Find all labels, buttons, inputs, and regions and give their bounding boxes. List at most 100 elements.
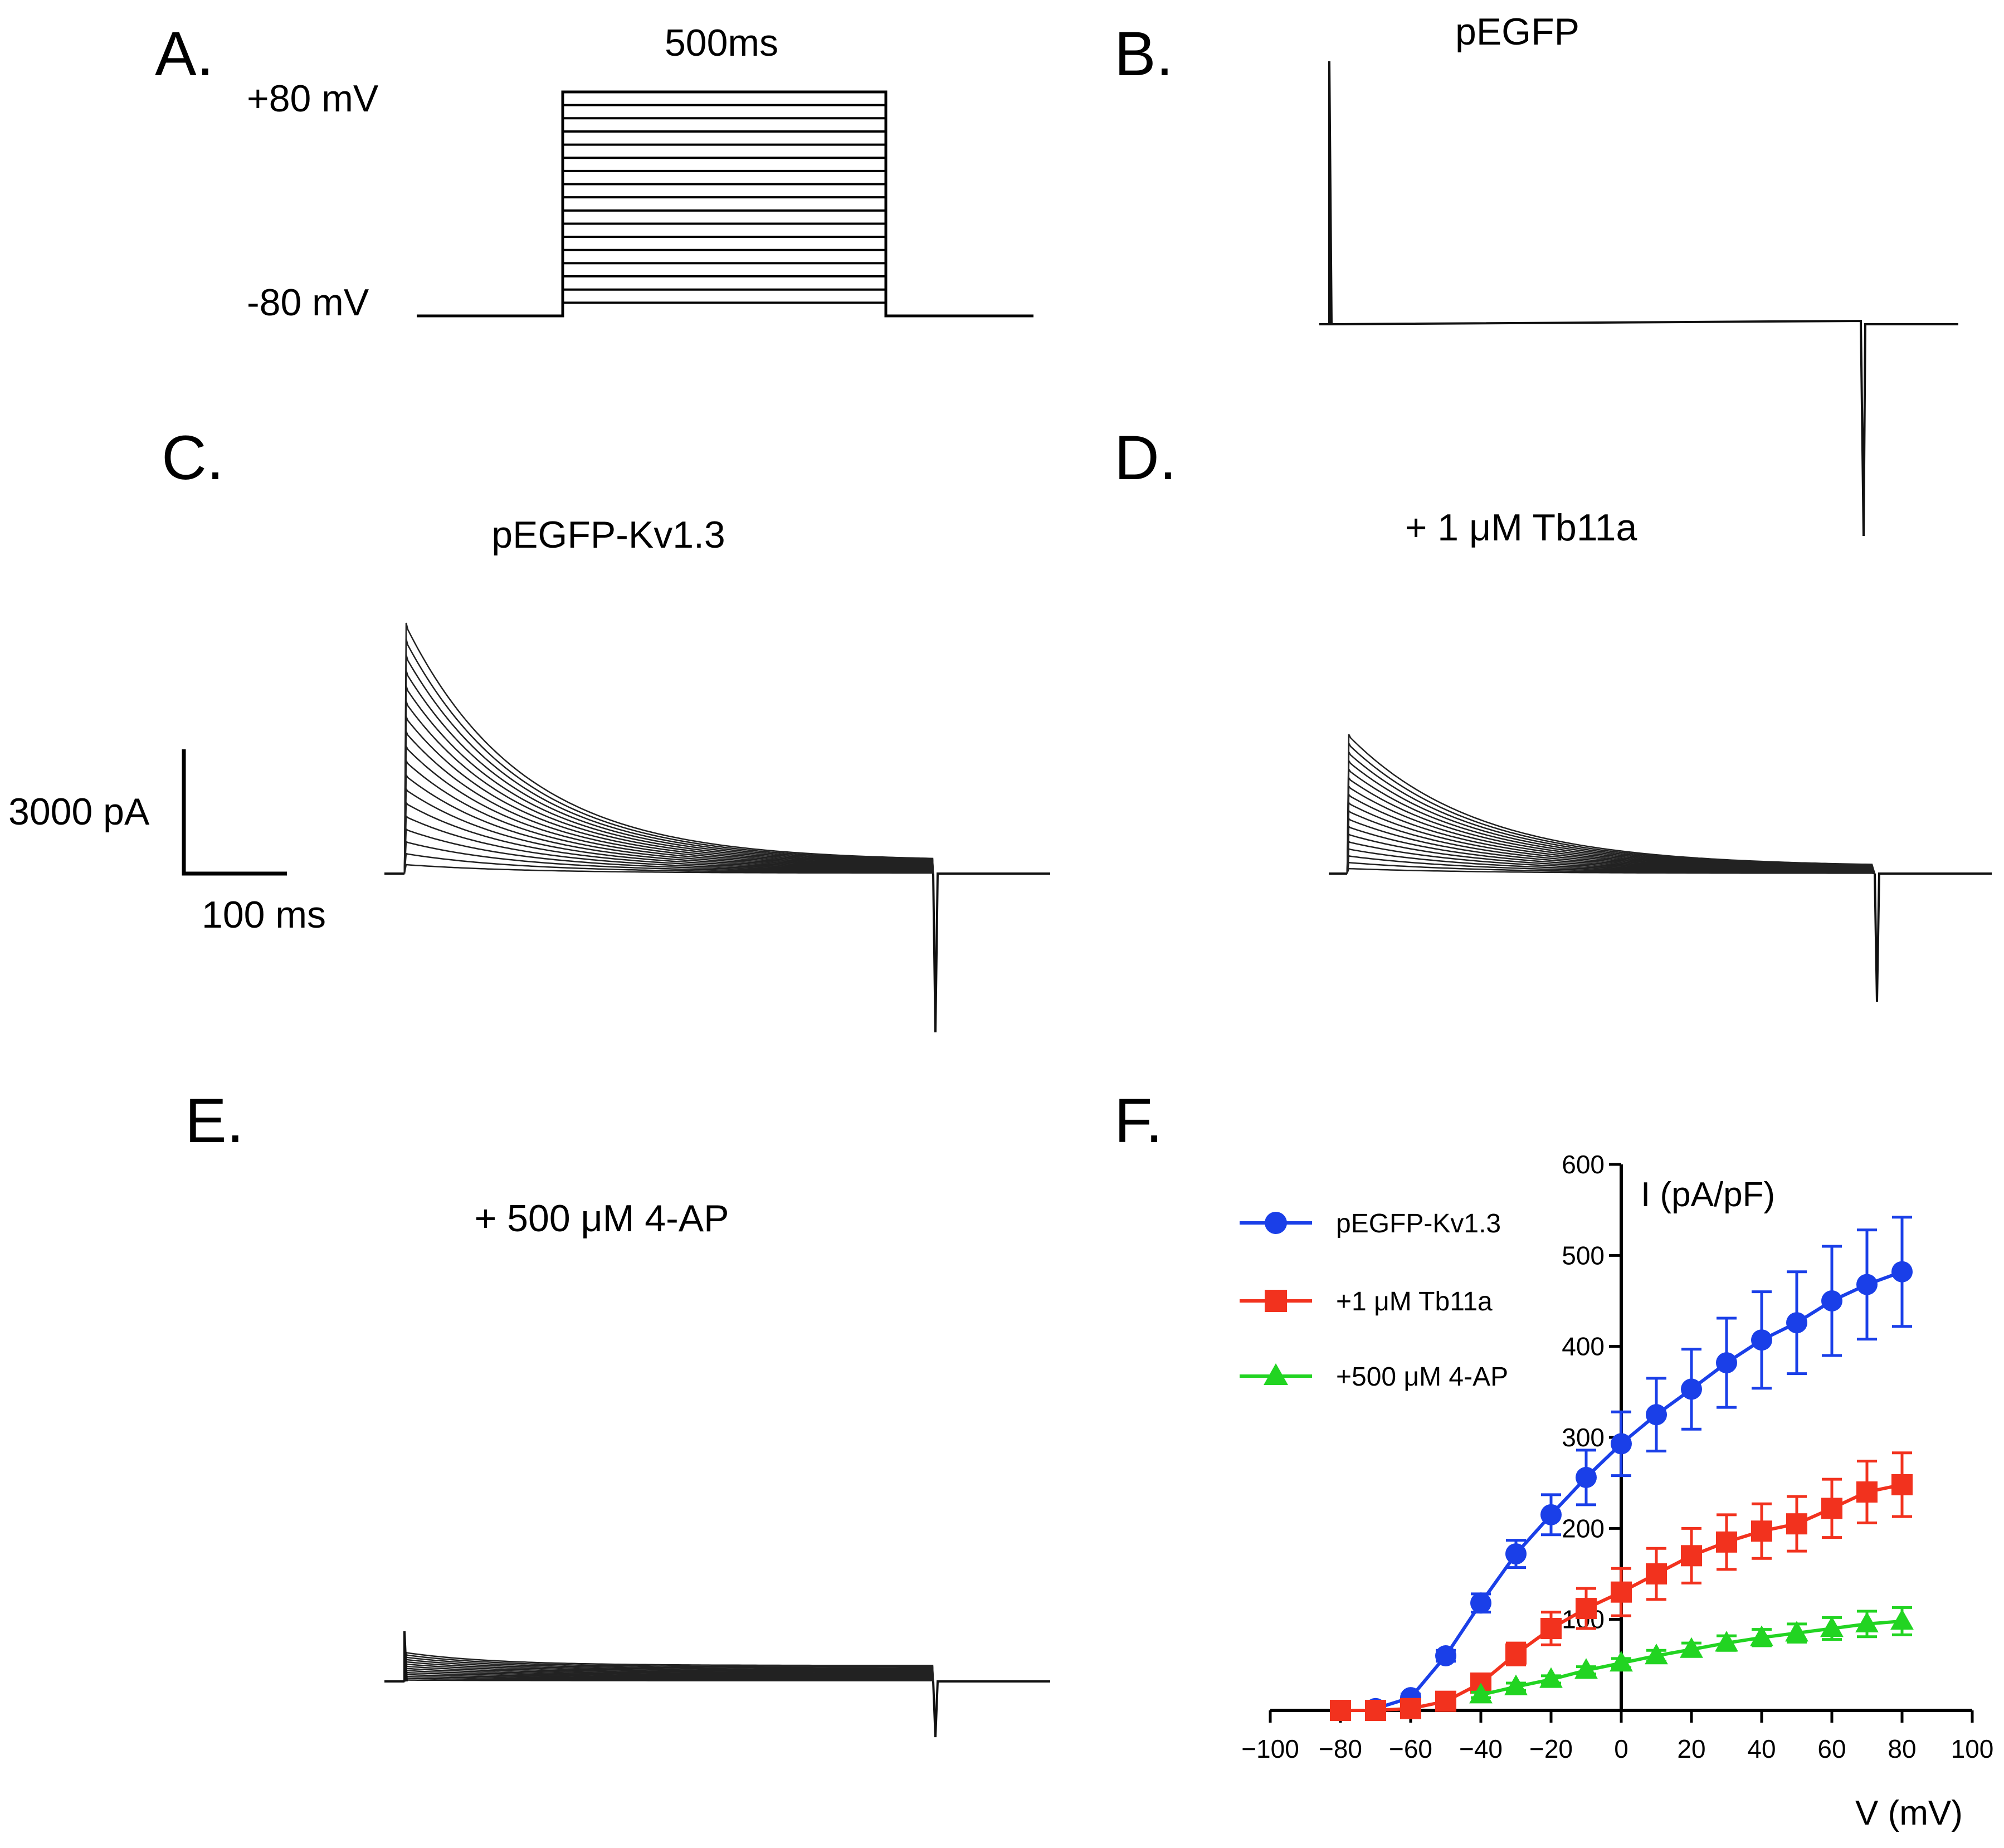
current-sweep bbox=[403, 716, 934, 874]
current-sweep bbox=[403, 701, 934, 874]
iv-chart: −100 −80 −60 −40 −20 0 20 40 60 80 100100200300400… bbox=[1240, 1150, 1993, 1832]
data-point bbox=[1265, 1290, 1287, 1312]
panel-b-title: pEGFP bbox=[1455, 11, 1579, 53]
kv13-current-traces bbox=[384, 622, 1050, 1033]
data-point bbox=[1856, 1481, 1878, 1503]
current-sweep bbox=[403, 864, 934, 874]
scale-bar-time-label: 100 ms bbox=[202, 894, 326, 936]
panel-a-label: A. bbox=[155, 19, 214, 89]
current-sweep bbox=[404, 1679, 934, 1682]
data-point bbox=[1330, 1700, 1351, 1721]
capacitive-transient bbox=[403, 1631, 408, 1682]
legend-label: pEGFP-Kv1.3 bbox=[1336, 1209, 1501, 1238]
data-point bbox=[1576, 1598, 1597, 1620]
data-point bbox=[1539, 1667, 1563, 1688]
tb11a-current-traces bbox=[1329, 734, 1992, 1002]
legend-item: pEGFP-Kv1.3 bbox=[1240, 1209, 1501, 1238]
current-sweep bbox=[403, 1669, 934, 1682]
data-point bbox=[1786, 1513, 1807, 1535]
iv-series bbox=[1330, 1216, 1914, 1721]
data-point bbox=[1469, 1683, 1493, 1704]
x-tick-label: 20 bbox=[1677, 1734, 1705, 1763]
data-point bbox=[1435, 1645, 1456, 1666]
data-point bbox=[1855, 1611, 1879, 1633]
data-point bbox=[1576, 1466, 1597, 1488]
x-tick-label: −40 bbox=[1459, 1734, 1503, 1763]
current-sweep bbox=[403, 815, 934, 874]
panel-f: F. −100 −80 −60 −40 −20 0 20 40 60 80 100100200300… bbox=[1114, 1086, 1993, 1832]
data-point bbox=[1891, 1474, 1913, 1495]
y-tick-label: 200 bbox=[1562, 1514, 1605, 1543]
data-point bbox=[1751, 1329, 1772, 1351]
legend-item: +1 μM Tb11a bbox=[1240, 1287, 1493, 1316]
current-sweep bbox=[403, 1675, 934, 1682]
panel-d-label: D. bbox=[1114, 423, 1177, 493]
iv-axes: −100 −80 −60 −40 −20 0 20 40 60 80 100100200300400… bbox=[1241, 1150, 1993, 1763]
current-sweep bbox=[403, 801, 934, 874]
data-point bbox=[1435, 1690, 1456, 1712]
scale-bar-current-label: 3000 pA bbox=[8, 791, 150, 833]
current-sweep bbox=[403, 1661, 934, 1682]
data-point bbox=[1611, 1581, 1632, 1603]
data-point bbox=[1715, 1631, 1738, 1652]
data-point bbox=[1821, 1498, 1842, 1519]
panel-b: B. pEGFP bbox=[1114, 11, 1958, 537]
data-point bbox=[1891, 1261, 1913, 1283]
legend-label: +500 μM 4-AP bbox=[1336, 1362, 1508, 1392]
data-point bbox=[1611, 1433, 1632, 1455]
data-point bbox=[1856, 1274, 1878, 1295]
y-tick-label: 600 bbox=[1562, 1150, 1605, 1179]
4ap-current-traces bbox=[384, 1631, 1050, 1738]
protocol-top-voltage: +80 mV bbox=[247, 77, 379, 120]
panel-e: E. + 500 μM 4-AP bbox=[185, 1086, 1050, 1738]
current-sweep bbox=[403, 670, 934, 874]
protocol-duration-label: 500ms bbox=[665, 22, 778, 64]
tail-current bbox=[1874, 872, 1992, 1002]
x-tick-label: −100 bbox=[1241, 1734, 1299, 1763]
x-tick-label: 0 bbox=[1614, 1734, 1628, 1763]
series-circle bbox=[1365, 1216, 1913, 1719]
protocol-outline bbox=[417, 90, 1033, 318]
pegfp-current-trace bbox=[1319, 61, 1958, 537]
data-point bbox=[1750, 1625, 1773, 1646]
panel-b-label: B. bbox=[1114, 19, 1173, 89]
legend: pEGFP-Kv1.3 +1 μM Tb11a +500 μM 4-AP bbox=[1240, 1209, 1508, 1392]
current-sweep bbox=[403, 772, 934, 874]
data-point bbox=[1751, 1520, 1772, 1542]
tail-current bbox=[932, 872, 1050, 1033]
y-tick-label: 400 bbox=[1562, 1332, 1605, 1361]
x-axis-label: V (mV) bbox=[1855, 1794, 1963, 1832]
protocol-bottom-voltage: -80 mV bbox=[247, 281, 369, 324]
current-sweep bbox=[403, 1654, 934, 1682]
panel-c: C. pEGFP-Kv1.3 3000 pA 100 ms bbox=[8, 423, 1050, 1033]
x-tick-label: 80 bbox=[1888, 1734, 1916, 1763]
data-point bbox=[1716, 1352, 1737, 1374]
data-point bbox=[1716, 1531, 1737, 1553]
data-point bbox=[1504, 1674, 1528, 1695]
voltage-steps bbox=[417, 90, 1033, 318]
current-sweep bbox=[403, 1667, 934, 1682]
current-sweep bbox=[403, 758, 934, 874]
data-point bbox=[1646, 1404, 1667, 1426]
current-sweep bbox=[403, 731, 934, 874]
data-point bbox=[1505, 1643, 1527, 1665]
current-sweep bbox=[403, 622, 934, 874]
current-sweep bbox=[403, 852, 934, 874]
panel-d: D. + 1 μM Tb11a bbox=[1114, 423, 1992, 1002]
data-point bbox=[1820, 1616, 1844, 1637]
current-sweep bbox=[1346, 767, 1876, 874]
current-sweep bbox=[403, 1665, 934, 1682]
y-tick-label: 500 bbox=[1562, 1241, 1605, 1270]
current-sweep bbox=[403, 827, 934, 874]
data-point bbox=[1540, 1618, 1562, 1639]
current-sweep bbox=[1346, 734, 1876, 874]
data-point bbox=[1786, 1312, 1807, 1334]
x-tick-label: −20 bbox=[1529, 1734, 1573, 1763]
current-sweep bbox=[403, 1656, 934, 1682]
data-point bbox=[1821, 1290, 1842, 1311]
data-point bbox=[1505, 1543, 1527, 1565]
x-tick-label: 60 bbox=[1817, 1734, 1846, 1763]
panel-c-title: pEGFP-Kv1.3 bbox=[491, 514, 725, 556]
x-tick-label: −60 bbox=[1389, 1734, 1432, 1763]
x-tick-label: −80 bbox=[1319, 1734, 1362, 1763]
